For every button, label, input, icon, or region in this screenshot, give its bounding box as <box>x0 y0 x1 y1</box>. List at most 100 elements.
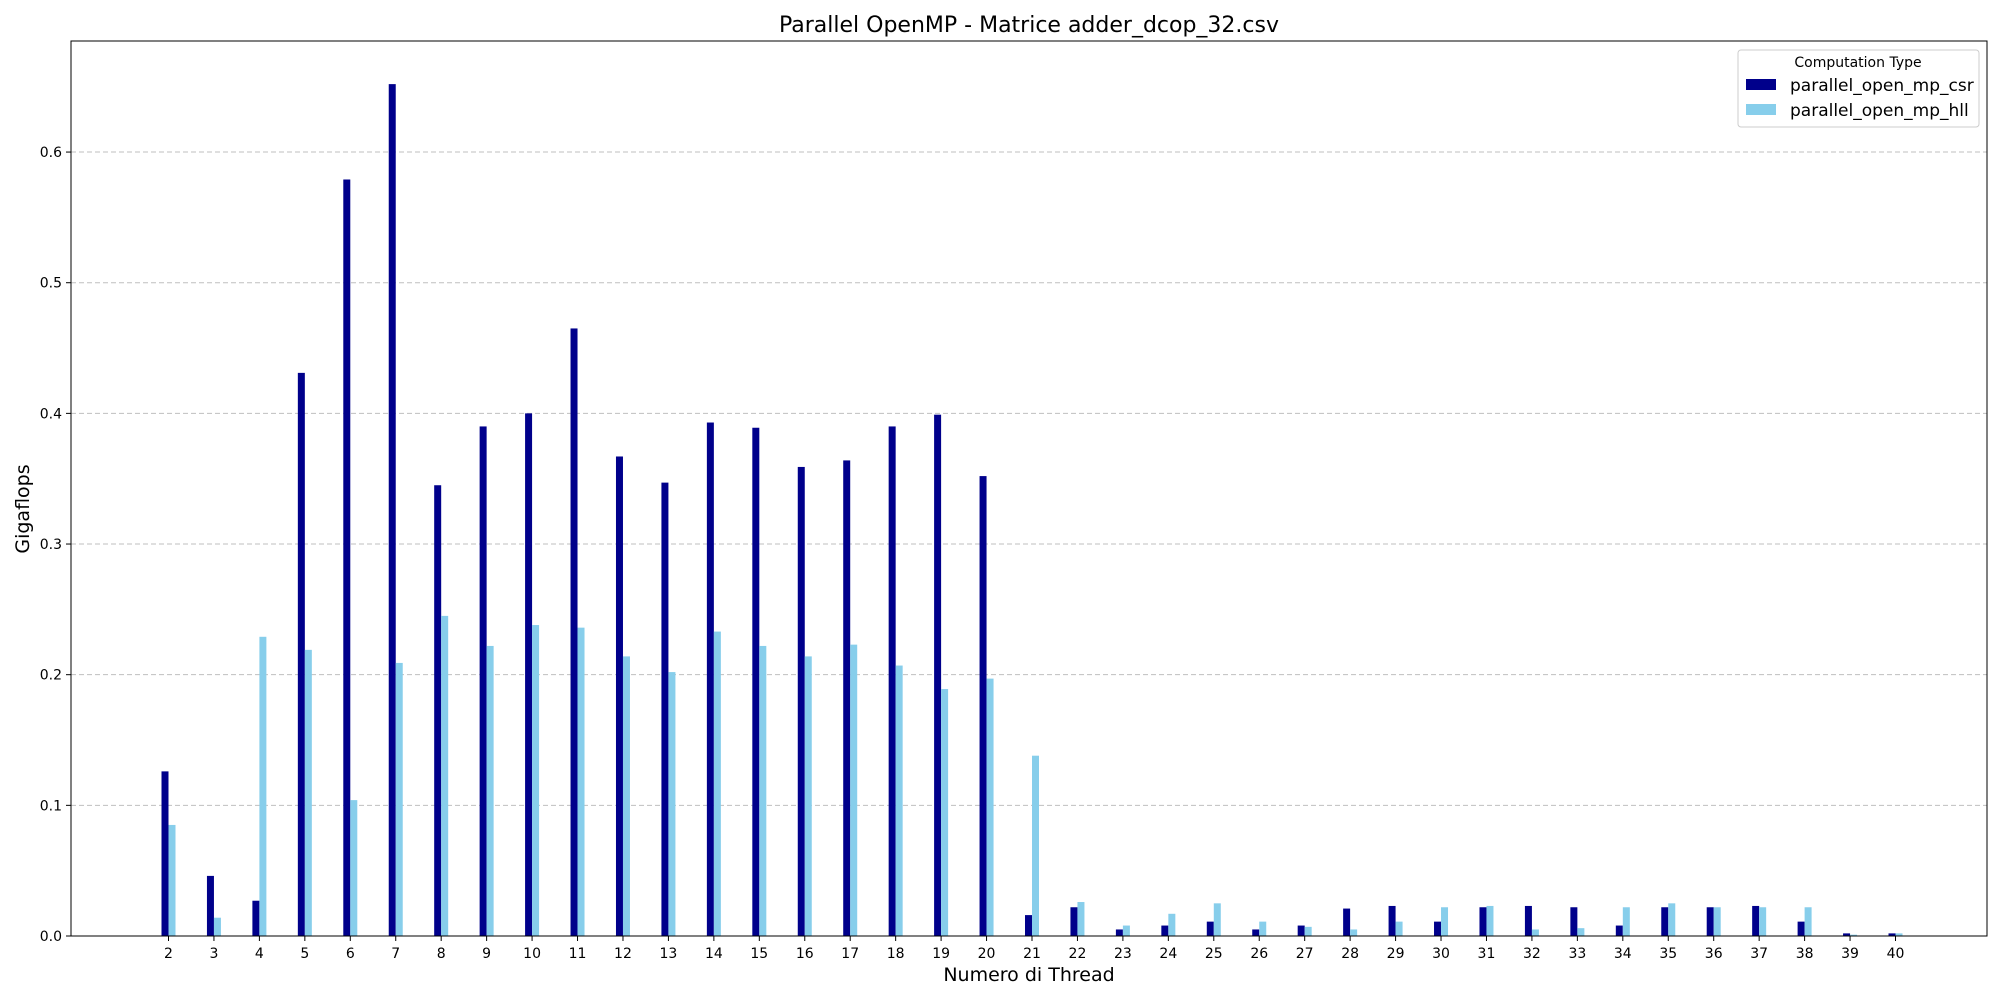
chart-title: Parallel OpenMP - Matrice adder_dcop_32.… <box>779 13 1279 38</box>
bar-csr-28 <box>1343 908 1351 936</box>
bar-hll-37 <box>1759 907 1767 936</box>
bar-csr-25 <box>1206 921 1214 936</box>
bar-csr-24 <box>1161 925 1169 936</box>
x-tick-label: 38 <box>1796 946 1814 962</box>
bar-hll-31 <box>1486 905 1494 936</box>
x-tick-label: 24 <box>1159 946 1177 962</box>
bar-hll-3 <box>213 917 221 936</box>
bar-hll-9 <box>486 645 494 936</box>
x-tick-label: 21 <box>1023 946 1041 962</box>
legend-title: Computation Type <box>1794 55 1921 71</box>
y-tick-label: 0.2 <box>40 668 62 684</box>
x-tick-label: 29 <box>1387 946 1405 962</box>
bar-csr-18 <box>888 426 896 936</box>
bar-hll-35 <box>1668 903 1676 936</box>
bar-hll-25 <box>1213 903 1221 936</box>
bar-csr-29 <box>1388 905 1396 936</box>
bar-csr-17 <box>843 460 851 936</box>
x-tick-label: 27 <box>1296 946 1314 962</box>
x-tick-label: 33 <box>1568 946 1586 962</box>
legend-swatch-hll <box>1746 104 1776 115</box>
bar-csr-36 <box>1706 907 1714 936</box>
x-tick-label: 2 <box>164 946 173 962</box>
bar-csr-21 <box>1025 915 1032 936</box>
x-tick-label: 13 <box>660 946 678 962</box>
bar-hll-34 <box>1622 907 1630 936</box>
bar-csr-4 <box>252 900 260 936</box>
y-tick-label: 0.1 <box>40 798 62 814</box>
legend: Computation Type parallel_open_mp_csr pa… <box>1737 49 1980 128</box>
x-tick-label: 32 <box>1523 946 1541 962</box>
legend-label-hll: parallel_open_mp_hll <box>1790 101 1969 121</box>
bar-hll-12 <box>622 656 630 936</box>
bar-csr-38 <box>1797 921 1805 936</box>
x-tick-label: 23 <box>1114 946 1132 962</box>
bar-hll-36 <box>1713 907 1721 936</box>
x-tick-label: 25 <box>1205 946 1223 962</box>
legend-label-csr: parallel_open_mp_csr <box>1790 76 1974 96</box>
y-tick-label: 0.4 <box>40 406 62 422</box>
bar-csr-7 <box>388 84 396 936</box>
bar-csr-39 <box>1843 933 1851 936</box>
bar-csr-5 <box>297 372 305 936</box>
bar-csr-15 <box>752 427 760 936</box>
bar-csr-19 <box>934 414 942 936</box>
bar-csr-40 <box>1888 933 1896 936</box>
x-tick-label: 36 <box>1705 946 1723 962</box>
x-tick-label: 30 <box>1432 946 1450 962</box>
x-tick-label: 5 <box>300 946 309 962</box>
bar-csr-20 <box>979 476 987 936</box>
bar-hll-4 <box>259 636 267 936</box>
bar-csr-37 <box>1752 905 1760 936</box>
bar-hll-38 <box>1804 907 1812 936</box>
bar-hll-33 <box>1577 928 1585 936</box>
bar-hll-21 <box>1032 755 1039 936</box>
bar-csr-23 <box>1115 929 1123 936</box>
x-tick-label: 35 <box>1659 946 1677 962</box>
bar-hll-32 <box>1531 929 1539 936</box>
bar-hll-13 <box>668 672 676 936</box>
bar-hll-14 <box>713 631 721 936</box>
y-axis-title: Gigaflops <box>12 464 34 553</box>
plot-frame <box>70 40 1988 937</box>
bar-hll-24 <box>1168 913 1176 936</box>
bar-csr-6 <box>343 179 351 937</box>
bar-hll-18 <box>895 665 903 936</box>
bar-csr-13 <box>661 482 669 936</box>
x-axis-title: Numero di Thread <box>943 964 1114 986</box>
legend-box <box>1737 49 1980 128</box>
x-tick-label: 22 <box>1069 946 1087 962</box>
x-tick-label: 11 <box>569 946 587 962</box>
x-tick-label: 18 <box>887 946 905 962</box>
grid-lines <box>71 151 1987 806</box>
bar-hll-29 <box>1395 921 1403 936</box>
x-tick-label: 16 <box>796 946 814 962</box>
bar-csr-12 <box>615 456 623 936</box>
x-tick-label: 17 <box>841 946 859 962</box>
bar-csr-26 <box>1252 929 1260 936</box>
x-tick-label: 12 <box>614 946 632 962</box>
bar-csr-31 <box>1479 907 1487 936</box>
bar-csr-34 <box>1615 925 1623 936</box>
bar-hll-30 <box>1441 907 1449 936</box>
bar-hll-8 <box>441 615 449 936</box>
bar-hll-17 <box>850 644 858 936</box>
x-tick-label: 28 <box>1341 946 1359 962</box>
bar-hll-2 <box>168 824 176 936</box>
legend-swatch-csr <box>1746 79 1776 90</box>
bar-csr-35 <box>1661 907 1669 936</box>
bar-csr-22 <box>1070 907 1078 936</box>
bar-hll-7 <box>395 662 403 936</box>
y-axis-ticks: 0.0 0.1 0.2 0.3 0.4 0.5 0.6 <box>40 145 71 945</box>
x-tick-label: 19 <box>932 946 950 962</box>
bar-hll-26 <box>1259 921 1267 936</box>
bar-hll-23 <box>1122 925 1130 936</box>
y-tick-label: 0.0 <box>40 929 62 945</box>
y-tick-label: 0.5 <box>40 276 62 292</box>
bar-hll-20 <box>986 678 994 936</box>
bar-csr-8 <box>434 485 442 936</box>
x-tick-label: 7 <box>391 946 400 962</box>
bar-csr-9 <box>479 426 487 936</box>
